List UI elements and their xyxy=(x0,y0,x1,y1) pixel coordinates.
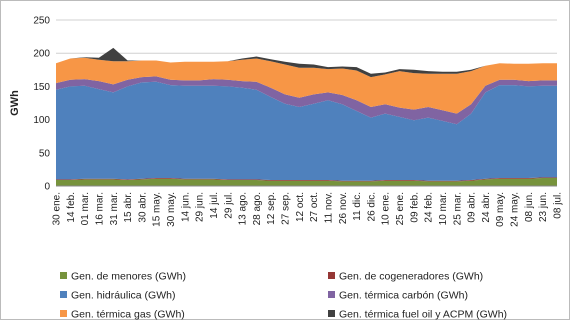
legend-swatch xyxy=(328,310,335,317)
y-tick-label: 0 xyxy=(44,182,50,193)
legend-text: Gen. de menores (GWh) xyxy=(71,271,186,283)
legend-swatch xyxy=(60,272,67,279)
y-tick-label: 150 xyxy=(33,82,50,93)
legend-text: Gen. de cogeneradores (GWh) xyxy=(339,271,483,283)
y-tick-label: 100 xyxy=(33,115,50,126)
x-tick-label: 27 sep. xyxy=(281,192,292,225)
x-tick-label: 08 jun. xyxy=(524,192,535,222)
x-tick-label: 12 oct. xyxy=(295,192,306,222)
x-tick-label: 29 jun. xyxy=(195,192,206,222)
x-tick-label: 30 ene. xyxy=(52,192,63,225)
area xyxy=(56,81,557,181)
y-tick-label: 250 xyxy=(33,16,50,27)
x-tick-label: 24 abr. xyxy=(481,192,492,223)
legend-text: Gen. térmica carbón (GWh) xyxy=(339,290,468,302)
y-tick-label: 200 xyxy=(33,49,50,60)
x-tick-label: 15 abr. xyxy=(123,192,134,223)
x-tick-label: 01 mar. xyxy=(80,192,91,225)
area xyxy=(56,178,557,186)
y-tick-label: 50 xyxy=(39,148,51,159)
x-tick-label: 09 feb. xyxy=(409,192,420,223)
x-tick-label: 25 mar. xyxy=(452,192,463,225)
x-tick-label: 28 ago. xyxy=(252,192,263,225)
x-tick-label: 24 may. xyxy=(510,192,521,227)
x-tick-label: 31 mar. xyxy=(109,192,120,225)
x-tick-label: 14 jun. xyxy=(180,192,191,222)
legend-text: Gen. hidráulica (GWh) xyxy=(71,290,175,302)
x-tick-label: 16 mar. xyxy=(94,192,105,225)
area xyxy=(56,57,557,114)
area xyxy=(56,76,557,125)
x-tick-label: 26 dic. xyxy=(366,192,377,221)
x-tick-label: 24 feb. xyxy=(424,192,435,223)
legend-text: Gen. térmica gas (GWh) xyxy=(71,309,185,320)
x-tick-label: 11 nov. xyxy=(323,192,334,223)
x-tick-label: 09 abr. xyxy=(467,192,478,223)
x-tick-label: 15 may. xyxy=(152,192,163,227)
x-tick-label: 27 oct. xyxy=(309,192,320,222)
legend-swatch xyxy=(328,291,335,298)
x-tick-label: 25 ene. xyxy=(395,192,406,225)
x-tick-label: 08 jul. xyxy=(553,192,564,219)
area xyxy=(56,177,557,182)
legend-swatch xyxy=(328,272,335,279)
x-tick-label: 30 may. xyxy=(166,192,177,227)
x-tick-label: 13 ago. xyxy=(238,192,249,225)
x-tick-label: 23 jun. xyxy=(538,192,549,222)
legend-text: Gen. térmica fuel oil y ACPM (GWh) xyxy=(339,309,507,320)
x-tick-label: 09 may. xyxy=(495,192,506,227)
x-tick-label: 10 ene. xyxy=(381,192,392,225)
x-tick-label: 14 feb. xyxy=(66,192,77,223)
x-tick-label: 11 dic. xyxy=(352,192,363,221)
x-tick-label: 10 mar. xyxy=(438,192,449,225)
x-tick-label: 14 jul. xyxy=(209,192,220,219)
legend-swatch xyxy=(60,291,67,298)
x-tick-label: 26 nov. xyxy=(338,192,349,224)
legend-swatch xyxy=(60,310,67,317)
x-tick-label: 30 abr. xyxy=(137,192,148,223)
y-axis-label: GWh xyxy=(9,90,21,116)
x-tick-label: 29 jul. xyxy=(223,192,234,219)
x-tick-label: 12 sep. xyxy=(266,192,277,225)
